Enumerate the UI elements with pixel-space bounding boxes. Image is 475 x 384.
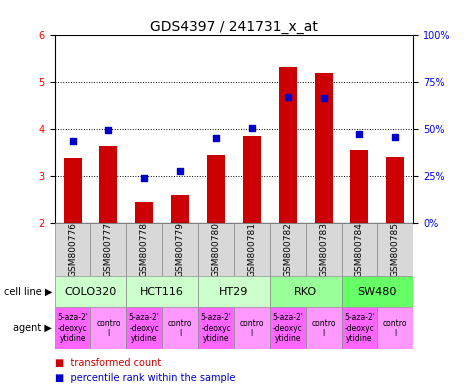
Bar bbox=[135, 202, 153, 223]
Text: contro
l: contro l bbox=[239, 319, 264, 338]
Bar bbox=[342, 307, 378, 349]
Bar bbox=[234, 307, 270, 349]
Bar bbox=[234, 223, 270, 276]
Bar bbox=[207, 156, 225, 223]
Text: GSM800776: GSM800776 bbox=[68, 222, 77, 277]
Point bbox=[69, 138, 76, 144]
Bar bbox=[126, 307, 162, 349]
Bar bbox=[198, 276, 270, 307]
Text: GSM800783: GSM800783 bbox=[319, 222, 328, 277]
Bar bbox=[378, 307, 413, 349]
Text: GSM800778: GSM800778 bbox=[140, 222, 149, 277]
Bar bbox=[270, 307, 306, 349]
Bar bbox=[243, 136, 261, 223]
Text: contro
l: contro l bbox=[168, 319, 192, 338]
Bar bbox=[126, 223, 162, 276]
Text: GSM800781: GSM800781 bbox=[247, 222, 257, 277]
Text: cell line ▶: cell line ▶ bbox=[4, 287, 52, 297]
Text: 5-aza-2'
-deoxyc
ytidine: 5-aza-2' -deoxyc ytidine bbox=[272, 313, 303, 343]
Text: RKO: RKO bbox=[294, 287, 317, 297]
Bar bbox=[162, 307, 198, 349]
Text: ■  transformed count: ■ transformed count bbox=[55, 358, 161, 368]
Text: GSM800777: GSM800777 bbox=[104, 222, 113, 277]
Bar bbox=[342, 223, 378, 276]
Point bbox=[248, 125, 256, 131]
Bar bbox=[91, 307, 126, 349]
Point bbox=[141, 175, 148, 181]
Text: contro
l: contro l bbox=[383, 319, 408, 338]
Bar bbox=[198, 307, 234, 349]
Text: 5-aza-2'
-deoxyc
ytidine: 5-aza-2' -deoxyc ytidine bbox=[57, 313, 88, 343]
Text: 5-aza-2'
-deoxyc
ytidine: 5-aza-2' -deoxyc ytidine bbox=[129, 313, 160, 343]
Text: GSM800782: GSM800782 bbox=[283, 222, 292, 277]
Bar bbox=[55, 307, 91, 349]
Point bbox=[320, 95, 327, 101]
Bar bbox=[64, 158, 82, 223]
Bar bbox=[378, 223, 413, 276]
Bar bbox=[306, 307, 342, 349]
Text: 5-aza-2'
-deoxyc
ytidine: 5-aza-2' -deoxyc ytidine bbox=[344, 313, 375, 343]
Bar bbox=[351, 150, 369, 223]
Bar bbox=[270, 223, 306, 276]
Bar bbox=[386, 157, 404, 223]
Text: GSM800779: GSM800779 bbox=[176, 222, 185, 277]
Text: HCT116: HCT116 bbox=[140, 287, 184, 297]
Bar bbox=[314, 73, 332, 223]
Bar bbox=[99, 146, 117, 223]
Point bbox=[391, 134, 399, 140]
Title: GDS4397 / 241731_x_at: GDS4397 / 241731_x_at bbox=[150, 20, 318, 33]
Point bbox=[176, 168, 184, 174]
Bar bbox=[270, 276, 342, 307]
Bar bbox=[306, 223, 342, 276]
Point bbox=[212, 135, 220, 141]
Bar bbox=[55, 223, 91, 276]
Point bbox=[104, 127, 112, 133]
Text: contro
l: contro l bbox=[311, 319, 336, 338]
Bar bbox=[126, 276, 198, 307]
Bar bbox=[171, 195, 189, 223]
Text: GSM800785: GSM800785 bbox=[391, 222, 400, 277]
Bar bbox=[55, 276, 126, 307]
Text: GSM800784: GSM800784 bbox=[355, 222, 364, 277]
Text: agent ▶: agent ▶ bbox=[13, 323, 52, 333]
Text: COLO320: COLO320 bbox=[65, 287, 117, 297]
Text: SW480: SW480 bbox=[358, 287, 397, 297]
Bar bbox=[91, 223, 126, 276]
Bar bbox=[279, 68, 297, 223]
Point bbox=[356, 131, 363, 137]
Text: ■  percentile rank within the sample: ■ percentile rank within the sample bbox=[55, 373, 235, 383]
Bar bbox=[198, 223, 234, 276]
Bar bbox=[342, 276, 413, 307]
Point bbox=[284, 94, 292, 100]
Text: HT29: HT29 bbox=[219, 287, 248, 297]
Text: 5-aza-2'
-deoxyc
ytidine: 5-aza-2' -deoxyc ytidine bbox=[200, 313, 231, 343]
Text: contro
l: contro l bbox=[96, 319, 121, 338]
Bar bbox=[162, 223, 198, 276]
Text: GSM800780: GSM800780 bbox=[211, 222, 220, 277]
